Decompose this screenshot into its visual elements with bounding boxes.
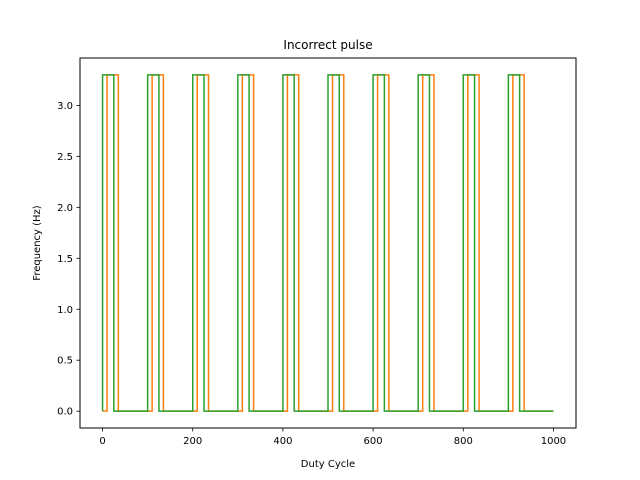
y-tick-label: 3.0 [57, 101, 73, 112]
x-tick-label: 0 [99, 436, 105, 447]
y-tick-label: 2.0 [57, 203, 73, 214]
x-tick-label: 1000 [541, 436, 566, 447]
plot-frame [79, 57, 577, 429]
y-axis-label: Frequency (Hz) [32, 205, 43, 281]
plot-lines [101, 74, 554, 412]
series-line-2 [101, 74, 554, 412]
x-tick-label: 600 [364, 436, 383, 447]
x-tick-label: 400 [273, 436, 292, 447]
y-tick-label: 0.5 [57, 356, 73, 367]
x-axis: 0 200 400 600 800 1000 [99, 428, 566, 447]
x-tick-label: 800 [454, 436, 473, 447]
y-tick-label: 2.5 [57, 152, 73, 163]
chart-title: Incorrect pulse [283, 38, 372, 52]
y-tick-label: 1.0 [57, 305, 73, 316]
x-tick-label: 200 [183, 436, 202, 447]
y-tick-label: 1.5 [57, 254, 73, 265]
y-axis: 0.0 0.5 1.0 1.5 2.0 2.5 3.0 [57, 101, 80, 418]
y-tick-label: 0.0 [57, 407, 73, 418]
x-axis-label: Duty Cycle [301, 459, 355, 470]
